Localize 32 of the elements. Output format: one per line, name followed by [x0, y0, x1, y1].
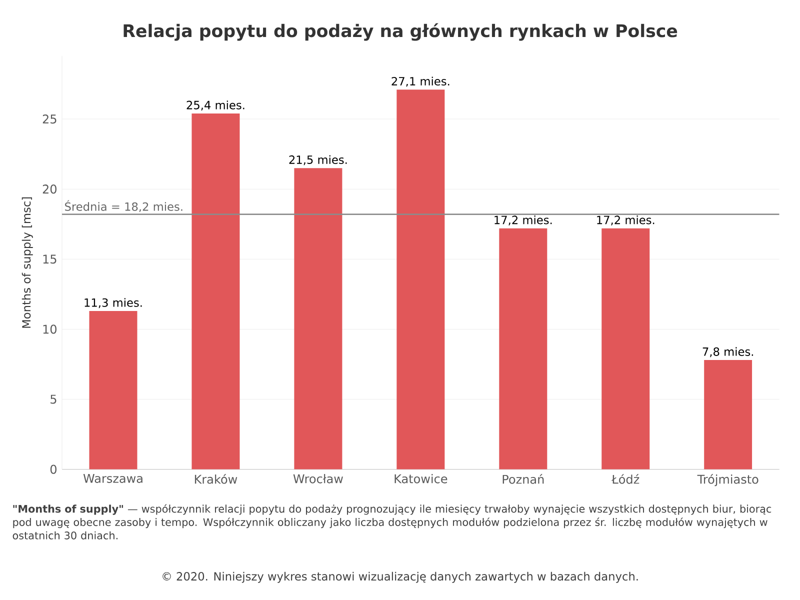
bar: [602, 228, 650, 470]
text: © 2020. Niniejszy wykres stanowi wizualizację danych zawartych w bazach danych.: [162, 572, 638, 583]
bar: [499, 228, 548, 470]
y-tick-label: 25: [42, 114, 56, 124]
x-tick-label: Łódź: [612, 474, 640, 484]
ref-line-label: Średnia = 18,2 mies.: [65, 200, 182, 212]
data-label: 27,1 mies.: [392, 76, 450, 87]
data-label: 17,2 mies.: [597, 215, 654, 226]
x-tick-label: Kraków: [194, 474, 238, 484]
data-label: 25,4 mies.: [186, 100, 244, 111]
y-tick-label: 20: [42, 184, 56, 194]
data-label: 17,2 mies.: [494, 215, 552, 226]
y-axis-title: Months of supply [msc]: [22, 197, 33, 328]
x-tick-label: Katowice: [394, 474, 448, 484]
chart-title: Relacja popytu do podaży na głównych rynkach w Polsce: [124, 23, 678, 41]
y-tick-label: 0: [50, 464, 56, 474]
x-tick-label: Poznań: [502, 474, 544, 484]
data-label: 21,5 mies.: [289, 155, 347, 166]
x-tick-label: Trójmiasto: [697, 474, 758, 486]
bar: [704, 360, 752, 470]
y-tick-label: 15: [43, 254, 56, 264]
x-tick-label: Warszawa: [83, 474, 142, 483]
text: "Months of supply" — współczynnik relacji popytu do podaży prognozujący ile miesięcy trwałoby wynajęcie wszystkich dostępnych biur, biorąc pod uwagę obecne zasoby i tempo. Współczynnik obliczany jako liczba dostępnych modułów podzielona przez śr. liczbę modułów wynajętych w ostatnich 30 dniach.: [12, 504, 772, 540]
bar: [192, 113, 240, 470]
data-label: 7,8 mies.: [702, 347, 754, 358]
bar: [396, 90, 445, 470]
bar: [89, 311, 138, 470]
x-tick-label: Wrocław: [293, 474, 343, 484]
y-tick-label: 10: [43, 324, 56, 334]
data-label: 11,3 mies.: [84, 298, 142, 308]
bar: [294, 168, 342, 470]
y-tick-label: 5: [50, 394, 56, 404]
